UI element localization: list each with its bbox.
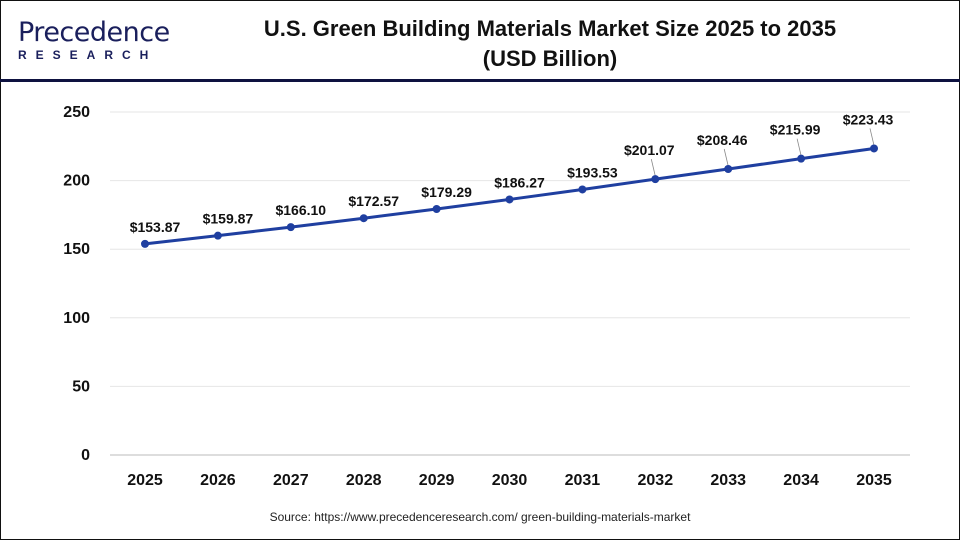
x-tick-label: 2026: [200, 472, 236, 489]
data-label: $172.57: [348, 193, 399, 209]
data-label: $179.29: [421, 184, 472, 200]
data-point: [870, 144, 878, 153]
y-tick-label: 200: [63, 173, 90, 190]
label-leader: [650, 159, 656, 177]
data-label: $215.99: [770, 122, 821, 138]
data-point: [724, 164, 733, 173]
x-tick-label: 2033: [710, 472, 746, 489]
title-line-2: (USD Billion): [482, 46, 618, 71]
y-tick-label: 100: [63, 310, 90, 327]
header-divider: [0, 79, 960, 82]
title-line-1: U.S. Green Building Materials Market Siz…: [263, 16, 837, 41]
x-tick-label: 2034: [783, 472, 819, 489]
data-point: [578, 185, 587, 194]
y-tick-label: 150: [63, 241, 90, 258]
x-tick-label: 2029: [419, 472, 455, 489]
label-leader: [723, 148, 729, 167]
x-tick-label: 2031: [565, 472, 601, 489]
x-tick-label: 2025: [127, 472, 163, 489]
chart-title: U.S. Green Building Materials Market Siz…: [230, 14, 870, 74]
data-point: [359, 214, 368, 223]
y-tick-label: 250: [63, 104, 90, 121]
data-point: [505, 195, 514, 204]
data-label: $186.27: [494, 174, 545, 190]
label-leader: [796, 138, 802, 156]
x-tick-label: 2028: [346, 472, 382, 489]
logo-text: Precedence: [18, 17, 170, 48]
logo-subtext: RESEARCH: [18, 48, 158, 62]
data-label: $159.87: [203, 211, 254, 227]
data-label: $208.46: [697, 132, 748, 148]
logo: Precedence RESEARCH: [18, 17, 170, 62]
data-label: $153.87: [130, 219, 181, 235]
source-note: Source: https://www.precedenceresearch.c…: [269, 510, 691, 524]
x-tick-label: 2030: [492, 472, 528, 489]
x-tick-label: 2027: [273, 472, 309, 489]
data-point: [651, 175, 660, 184]
data-point: [286, 223, 295, 232]
data-label: $223.43: [843, 111, 894, 127]
data-label: $201.07: [624, 142, 675, 158]
data-point: [432, 205, 441, 214]
data-label: $166.10: [275, 202, 326, 218]
data-point: [213, 231, 222, 240]
data-point: [141, 239, 149, 248]
data-point: [797, 154, 806, 163]
y-tick-label: 50: [72, 378, 90, 395]
data-label: $193.53: [567, 164, 618, 180]
y-tick-label: 0: [81, 447, 90, 464]
label-leader: [869, 128, 875, 146]
x-tick-label: 2035: [856, 472, 892, 489]
x-tick-label: 2032: [638, 472, 674, 489]
